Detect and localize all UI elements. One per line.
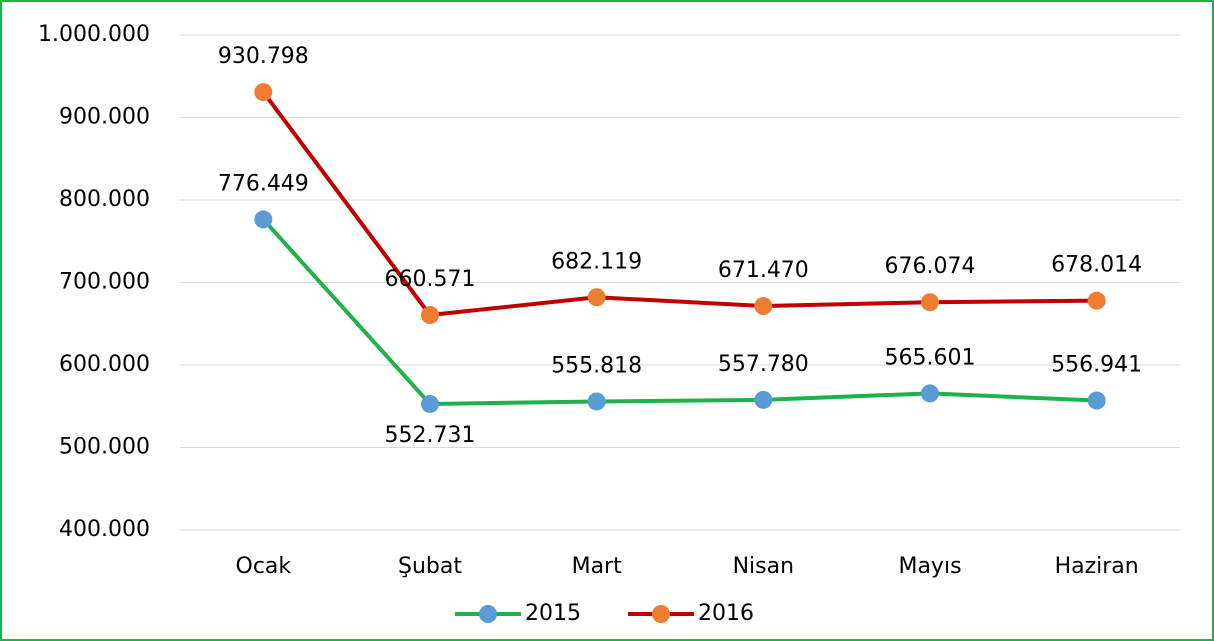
point-marker (921, 384, 939, 403)
legend-label: 2015 (525, 601, 581, 626)
y-tick-label: 1.000.000 (38, 22, 150, 47)
y-tick-label: 900.000 (59, 105, 150, 130)
x-tick-label: Haziran (1055, 554, 1139, 579)
data-label: 552.731 (385, 423, 476, 448)
point-marker (254, 83, 273, 102)
data-label: 930.798 (218, 44, 309, 69)
data-label: 678.014 (1051, 253, 1142, 278)
data-label: 682.119 (551, 249, 642, 274)
point-marker (254, 210, 273, 229)
point-marker (421, 394, 439, 413)
y-tick-label: 800.000 (59, 187, 150, 212)
point-marker (587, 288, 606, 307)
x-tick-label: Nisan (733, 554, 794, 579)
data-label: 565.601 (885, 345, 976, 370)
point-marker (921, 293, 939, 312)
y-tick-label: 400.000 (59, 517, 150, 542)
point-marker (1087, 291, 1106, 310)
data-label: 660.571 (385, 267, 476, 292)
data-label: 557.780 (718, 352, 809, 377)
point-marker (754, 297, 773, 316)
x-tick-label: Şubat (398, 554, 462, 579)
x-tick-label: Mart (572, 554, 623, 579)
data-label: 776.449 (218, 171, 309, 196)
data-label: 676.074 (885, 254, 976, 279)
series-line (261, 90, 1097, 318)
data-label: 556.941 (1051, 353, 1142, 378)
legend-label: 2016 (698, 601, 754, 626)
series-line (261, 218, 1097, 406)
data-label: 555.818 (551, 353, 642, 378)
x-tick-label: Mayıs (898, 554, 961, 579)
point-marker (587, 392, 606, 411)
y-tick-label: 600.000 (59, 352, 150, 377)
legend-marker (479, 605, 497, 623)
y-tick-label: 500.000 (59, 435, 150, 460)
point-marker (1087, 391, 1106, 410)
data-label: 671.470 (718, 258, 809, 283)
point-marker (754, 390, 773, 409)
legend-marker (652, 605, 670, 623)
point-marker (421, 306, 439, 325)
x-tick-label: Ocak (236, 554, 292, 579)
y-tick-label: 700.000 (59, 270, 150, 295)
